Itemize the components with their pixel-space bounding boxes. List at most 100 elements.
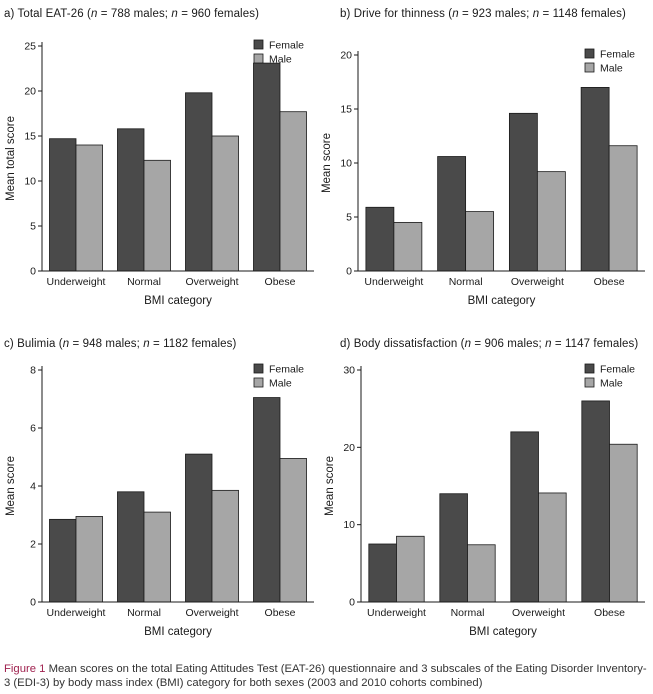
panel-title-n-males: = 948 males; [72,338,144,350]
y-tick-label-6: 6 [30,423,36,435]
n-symbol-males: n [452,8,459,20]
legend-swatch-female [253,363,264,374]
panel-title-n-males: = 923 males; [462,8,533,20]
bar-female-normal [117,128,145,272]
y-tick-label-8: 8 [30,365,36,377]
legend-swatch-female [584,363,595,374]
panel-title-n-males: = 906 males; [474,338,546,350]
legend-label-female: Female [269,40,304,52]
caption-text: Mean scores on the total Eating Attitude… [4,663,647,689]
n-symbol-females: n [171,8,178,20]
legend-label-female: Female [269,364,304,376]
bar-male-underweight [396,535,425,603]
legend-swatch-female [584,48,595,59]
bar-male-overweight [538,492,567,603]
legend-label-female: Female [600,49,635,61]
bar-female-underweight [49,518,77,603]
panel-title-n-females: = 1148 females) [542,8,626,20]
legend-label-male: Male [269,378,292,390]
bar-female-underweight [365,206,395,272]
bar-male-overweight [211,135,239,272]
x-axis-title: BMI category [468,295,536,307]
bar-female-underweight [49,138,77,272]
bar-female-overweight [510,431,539,603]
n-symbol-females: n [532,8,540,20]
panel-title: c) Bulimia (n = 948 males; n = 1182 fema… [4,338,236,350]
bar-female-normal [437,156,467,272]
panel-c-bulimia: c) Bulimia (n = 948 males; n = 1182 fema… [0,338,320,643]
y-tick-label-5: 5 [30,221,36,233]
n-symbol-females: n [143,338,150,350]
x-tick-label-normal: Normal [127,607,161,619]
bar-female-normal [117,491,145,603]
bar-male-overweight [211,489,239,603]
panel-title: b) Drive for thinness (n = 923 males; n … [340,8,626,20]
y-tick-label-20: 20 [343,442,355,454]
x-tick-label-overweight: Overweight [512,607,565,619]
chart-svg: Underweight Normal Overweight Obese 0 10 20 30 B… [324,363,645,638]
x-tick-label-underweight: Underweight [47,607,106,619]
y-tick-label-25: 25 [24,41,36,53]
n-symbol-females: n [545,338,552,350]
bar-male-underweight [393,221,423,272]
x-axis-title: BMI category [469,626,537,638]
x-axis-title: BMI category [144,295,212,307]
bar-female-normal [439,493,468,603]
bar-female-overweight [185,453,213,603]
legend-label-male: Male [269,54,292,66]
panel-title-n-females: = 960 females) [181,8,259,20]
chart-svg: Underweight Normal Overweight Obese 0 2 4 6 8 BMI… [5,363,314,638]
x-tick-label-obese: Obese [265,276,296,288]
y-axis-title: Mean score [321,133,333,193]
y-tick-label-2: 2 [30,539,36,551]
bar-female-obese [253,397,281,603]
x-tick-label-overweight: Overweight [185,607,238,619]
y-axis-title: Mean total score [5,116,17,201]
n-symbol-males: n [464,338,472,350]
legend-label-female: Female [600,364,635,376]
caption-label: Figure 1 [4,663,46,675]
y-tick-label-0: 0 [346,266,352,278]
y-tick-label-4: 4 [30,481,36,493]
y-tick-label-15: 15 [24,131,36,143]
legend-swatch-male [253,53,264,64]
x-tick-label-overweight: Overweight [185,276,238,288]
y-axis-title: Mean score [5,456,17,516]
x-tick-label-normal: Normal [449,276,483,288]
y-tick-label-0: 0 [30,266,36,278]
legend-swatch-male [584,62,595,73]
y-tick-label-15: 15 [340,104,352,116]
x-tick-label-obese: Obese [594,607,625,619]
panel-title: d) Body dissatisfaction (n = 906 males; … [340,338,638,350]
n-symbol-males: n [62,338,70,350]
bar-male-normal [143,511,171,603]
panel-b-drive-for-thinness: b) Drive for thinness (n = 923 males; n … [321,8,653,308]
y-tick-label-10: 10 [24,176,36,188]
bar-male-normal [467,544,496,603]
y-tick-label-0: 0 [30,597,36,609]
bar-male-obese [609,443,638,603]
n-symbol-males: n [90,8,98,20]
bar-female-obese [253,62,281,272]
y-axis-title: Mean score [324,456,336,516]
y-tick-label-20: 20 [24,86,36,98]
y-tick-label-30: 30 [343,365,355,377]
bar-male-obese [279,111,307,272]
bar-male-overweight [536,171,566,272]
y-tick-label-5: 5 [346,212,352,224]
y-tick-label-10: 10 [343,519,355,531]
x-tick-label-obese: Obese [265,607,296,619]
x-tick-label-obese: Obese [594,276,625,288]
x-tick-label-underweight: Underweight [47,276,106,288]
x-axis-title: BMI category [144,626,212,638]
x-tick-label-overweight: Overweight [511,276,564,288]
bar-female-obese [580,87,610,272]
y-tick-label-20: 20 [340,50,352,62]
panel-title-n-males: = 788 males; [100,8,172,20]
bar-female-obese [581,400,610,603]
x-tick-label-underweight: Underweight [367,607,426,619]
bar-male-normal [143,159,171,272]
x-tick-label-normal: Normal [127,276,161,288]
bar-female-underweight [368,543,397,603]
x-tick-label-normal: Normal [451,607,485,619]
